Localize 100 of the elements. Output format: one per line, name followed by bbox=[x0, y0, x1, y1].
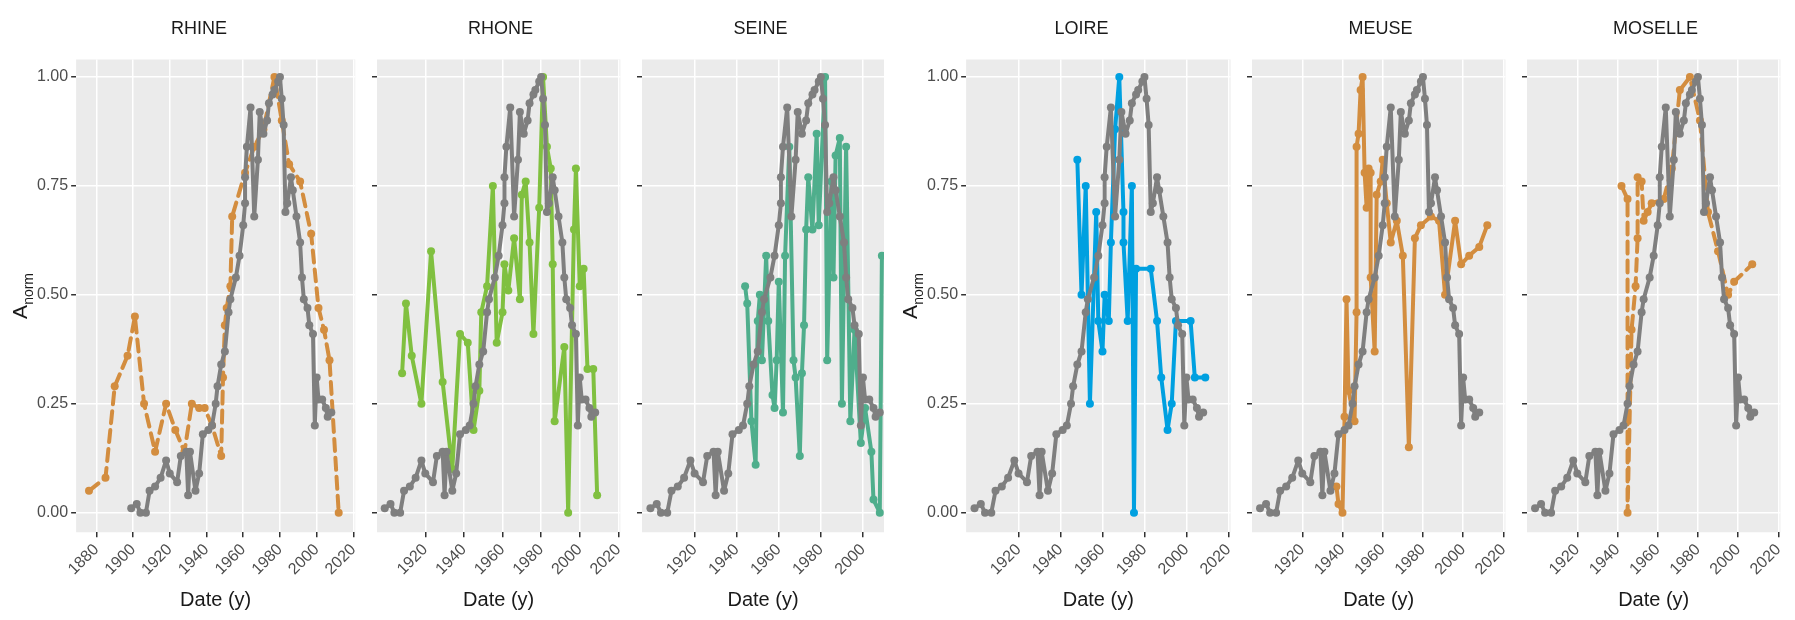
point bbox=[564, 508, 573, 517]
point bbox=[764, 316, 773, 325]
point bbox=[1119, 238, 1128, 247]
point bbox=[101, 473, 110, 482]
y-tick-label: 1.00 bbox=[927, 67, 959, 85]
point bbox=[187, 399, 196, 408]
y-tick-label: 0.75 bbox=[927, 176, 959, 194]
x-axis-title: Date (y) bbox=[180, 587, 252, 610]
point bbox=[1098, 347, 1107, 356]
point bbox=[217, 452, 226, 461]
point bbox=[228, 212, 237, 221]
chart-title: MEUSE bbox=[1348, 17, 1413, 38]
point bbox=[492, 338, 501, 347]
point bbox=[1633, 234, 1642, 243]
y-tick-label: 0.75 bbox=[37, 176, 69, 194]
point bbox=[483, 282, 492, 291]
point bbox=[130, 312, 139, 321]
point bbox=[741, 282, 750, 291]
point bbox=[529, 330, 538, 339]
point bbox=[774, 277, 783, 286]
point bbox=[1730, 277, 1739, 286]
point bbox=[800, 321, 809, 330]
point bbox=[1483, 221, 1492, 230]
point bbox=[560, 343, 569, 352]
point bbox=[812, 129, 821, 138]
point bbox=[123, 351, 132, 360]
y-tick-label: 0.50 bbox=[927, 285, 959, 303]
point bbox=[1451, 216, 1460, 225]
point bbox=[1157, 373, 1166, 382]
point bbox=[1354, 129, 1363, 138]
point bbox=[504, 286, 513, 295]
point bbox=[1631, 282, 1640, 291]
point bbox=[1356, 86, 1365, 95]
point bbox=[1094, 316, 1103, 325]
x-axis-title: Date (y) bbox=[463, 587, 535, 610]
point bbox=[84, 486, 93, 495]
point bbox=[521, 177, 530, 186]
point bbox=[842, 142, 851, 151]
point bbox=[162, 399, 171, 408]
point bbox=[1416, 221, 1425, 230]
point bbox=[334, 508, 343, 517]
point bbox=[804, 173, 813, 182]
point bbox=[1404, 443, 1413, 452]
point bbox=[1370, 347, 1379, 356]
point bbox=[1457, 260, 1466, 269]
chart-title: SEINE bbox=[733, 17, 788, 38]
point bbox=[593, 491, 602, 500]
point bbox=[417, 399, 426, 408]
point bbox=[546, 164, 555, 173]
point bbox=[398, 369, 407, 378]
point bbox=[1127, 181, 1136, 190]
point bbox=[285, 160, 294, 169]
point bbox=[1115, 73, 1124, 82]
point bbox=[1186, 316, 1195, 325]
point bbox=[1104, 316, 1113, 325]
point bbox=[1153, 316, 1162, 325]
y-tick-label: 0.25 bbox=[37, 394, 69, 412]
point bbox=[314, 303, 323, 312]
point bbox=[1398, 251, 1407, 260]
y-tick-label: 0.50 bbox=[37, 285, 69, 303]
point bbox=[110, 382, 119, 391]
chart-title: MOSELLE bbox=[1612, 17, 1699, 38]
point bbox=[778, 408, 787, 417]
point bbox=[1342, 295, 1351, 304]
point bbox=[1358, 73, 1367, 82]
point bbox=[510, 234, 519, 243]
point bbox=[1201, 373, 1210, 382]
point bbox=[1350, 417, 1359, 426]
point bbox=[535, 203, 544, 212]
point bbox=[1119, 208, 1128, 217]
point bbox=[1340, 412, 1349, 421]
y-tick-label: 1.00 bbox=[37, 67, 69, 85]
point bbox=[1092, 208, 1101, 217]
chart-title: LOIRE bbox=[1054, 17, 1109, 38]
point bbox=[1647, 199, 1656, 208]
y-tick-label: 0.25 bbox=[927, 394, 959, 412]
point bbox=[456, 330, 465, 339]
x-axis-title: Date (y) bbox=[1618, 587, 1690, 610]
point bbox=[1352, 308, 1361, 317]
point bbox=[320, 325, 329, 334]
point bbox=[791, 373, 800, 382]
point bbox=[751, 460, 760, 469]
point bbox=[1386, 238, 1395, 247]
point bbox=[1675, 86, 1684, 95]
point bbox=[1129, 508, 1138, 517]
point bbox=[500, 260, 509, 269]
point bbox=[517, 190, 526, 199]
point bbox=[575, 282, 584, 291]
point bbox=[795, 452, 804, 461]
point bbox=[171, 425, 180, 434]
point bbox=[1123, 316, 1132, 325]
point bbox=[1410, 234, 1419, 243]
point bbox=[488, 181, 497, 190]
point bbox=[407, 351, 416, 360]
point bbox=[877, 251, 884, 260]
point bbox=[589, 364, 598, 373]
point bbox=[1623, 195, 1632, 203]
point bbox=[814, 221, 823, 230]
point bbox=[1077, 290, 1086, 299]
point bbox=[1190, 373, 1199, 382]
